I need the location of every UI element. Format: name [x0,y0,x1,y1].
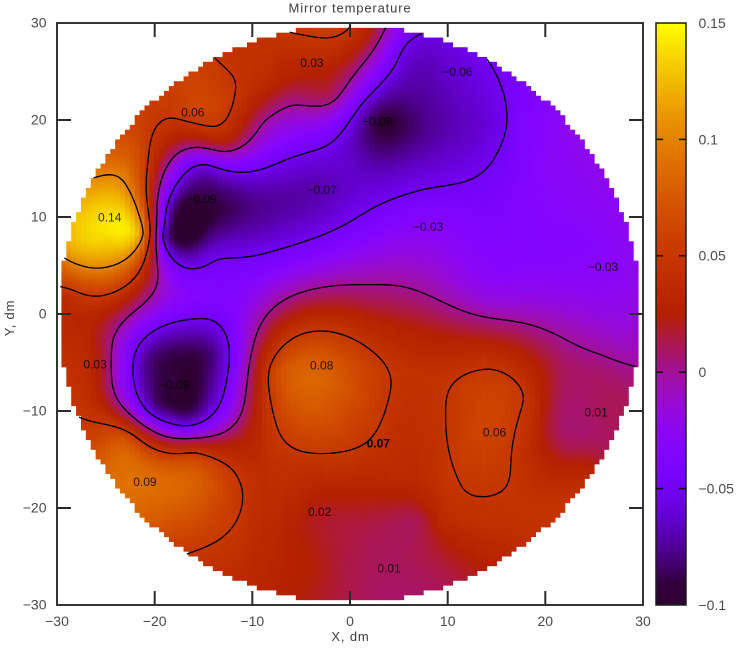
svg-text:0.15: 0.15 [699,15,726,31]
svg-text:−20: −20 [143,613,167,629]
svg-text:−0.06: −0.06 [442,65,473,79]
svg-text:20: 20 [538,613,554,629]
svg-text:0.07: 0.07 [367,436,391,450]
svg-text:0: 0 [39,306,47,322]
svg-text:20: 20 [31,112,47,128]
svg-text:X, dm: X, dm [331,629,369,644]
svg-text:−0.09: −0.09 [186,192,217,206]
svg-text:0.1: 0.1 [699,131,719,147]
svg-text:0.06: 0.06 [483,426,507,440]
svg-text:−0.03: −0.03 [413,220,444,234]
svg-text:−20: −20 [23,500,47,516]
svg-text:−0.07: −0.07 [307,183,338,197]
svg-text:−10: −10 [23,403,47,419]
svg-text:10: 10 [31,209,47,225]
svg-text:0: 0 [699,364,707,380]
svg-text:0.05: 0.05 [699,248,726,264]
svg-text:0.01: 0.01 [377,561,401,575]
svg-text:0.01: 0.01 [584,405,608,419]
svg-text:−30: −30 [45,613,69,629]
svg-text:−0.05: −0.05 [699,481,735,497]
svg-text:0.06: 0.06 [181,106,205,120]
svg-text:0.02: 0.02 [308,505,332,519]
svg-text:0.09: 0.09 [133,475,157,489]
svg-text:0.03: 0.03 [83,358,107,372]
svg-text:−0.09: −0.09 [159,378,190,392]
svg-text:Mirror temperature: Mirror temperature [289,1,412,16]
svg-text:30: 30 [31,15,47,31]
svg-text:−0.1: −0.1 [699,597,727,613]
svg-text:0.08: 0.08 [310,359,334,373]
svg-text:Y, dm: Y, dm [2,300,17,337]
svg-text:−0.03: −0.03 [588,260,619,274]
svg-text:−10: −10 [240,613,264,629]
svg-text:10: 10 [440,613,456,629]
svg-text:30: 30 [635,613,651,629]
svg-text:0.14: 0.14 [98,210,122,224]
svg-text:−0.09: −0.09 [362,114,393,128]
svg-text:0.03: 0.03 [300,56,324,70]
svg-text:−30: −30 [23,597,47,613]
svg-text:0: 0 [346,613,354,629]
